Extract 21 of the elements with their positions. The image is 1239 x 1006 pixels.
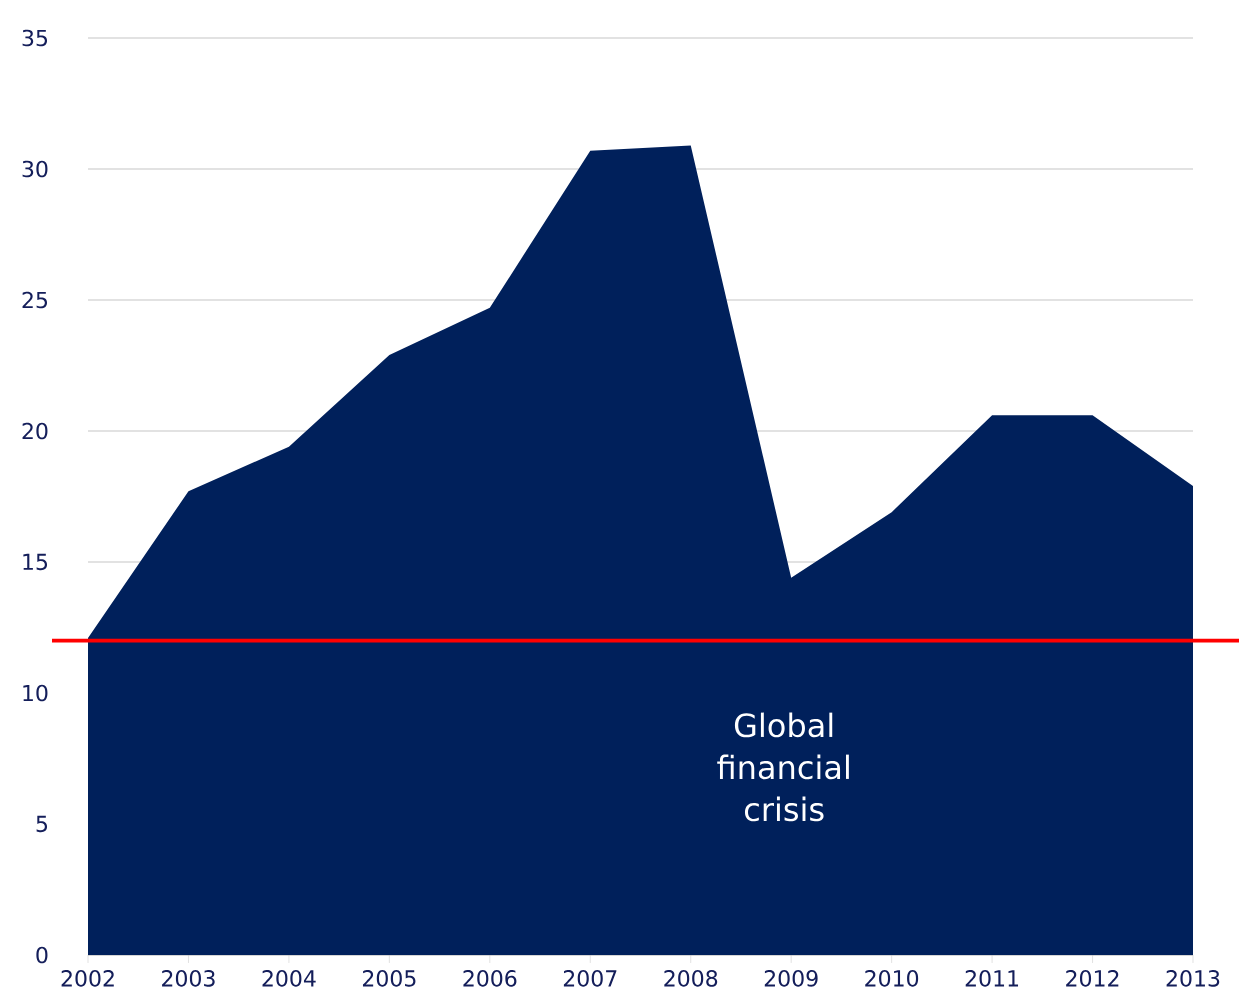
x-tick-label: 2012	[1066, 970, 1119, 987]
x-tick-label: 2009	[764, 970, 818, 987]
y-tick-label: 35	[22, 29, 48, 47]
x-tick-label: 2005	[362, 970, 416, 987]
y-tick-label: 30	[22, 160, 48, 178]
y-tick-label: 10	[23, 684, 48, 702]
x-tick-label: 2002	[61, 970, 114, 987]
x-tick-label: 2004	[262, 970, 316, 987]
y-tick-label: 20	[22, 422, 48, 440]
x-tick-label: 2006	[463, 970, 517, 987]
x-tick-label: 2007	[563, 970, 617, 987]
x-tick-label: 2013	[1166, 970, 1220, 987]
annotation: Global financial crisis	[717, 712, 849, 822]
y-tick-label: 25	[22, 291, 48, 309]
y-tick-label: 5	[36, 815, 48, 833]
y-tick-label: 15	[23, 553, 48, 571]
y-tick-label: 0	[36, 946, 48, 964]
x-tick-label: 2008	[664, 970, 718, 987]
x-tick-label: 2003	[162, 970, 215, 987]
x-tick-label: 2010	[865, 970, 919, 987]
x-tick-label: 2011	[965, 970, 1019, 987]
